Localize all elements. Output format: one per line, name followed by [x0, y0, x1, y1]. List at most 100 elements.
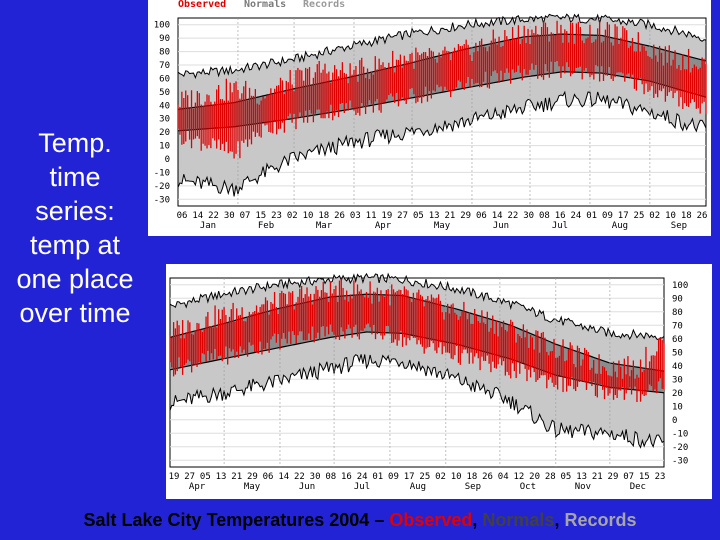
x-tick-label: 06 [177, 211, 188, 221]
x-tick-label: 10 [665, 211, 676, 221]
x-tick-label: 15 [639, 472, 650, 482]
month-label: Nov [575, 482, 591, 492]
x-tick-label: 21 [592, 472, 603, 482]
y-tick-label: 90 [672, 294, 683, 304]
bottom-chart-panel: 100 90 80 70 60 50 40 30 20 10 0 -10 -20 -30 19 27 05 13 2… [166, 264, 712, 499]
x-tick-label: 30 [224, 211, 235, 221]
month-label: Mar [316, 221, 333, 231]
x-tick-label: 13 [216, 472, 227, 482]
x-tick-label: 06 [263, 472, 274, 482]
normal-high-line [177, 33, 707, 110]
x-tick-label: 02 [649, 211, 660, 221]
y-tick-label: -20 [154, 182, 170, 192]
y-tick-label: 20 [159, 128, 170, 138]
x-tick-label: 08 [539, 211, 550, 221]
x-tick-label: 09 [388, 472, 399, 482]
month-label: Sep [671, 221, 687, 231]
y-tick-label: 70 [672, 321, 683, 331]
caption-records: Records [564, 510, 637, 530]
month-label: Jan [200, 221, 216, 231]
y-tick-label: 0 [672, 416, 677, 426]
x-tick-label: 22 [294, 472, 305, 482]
x-tick-label: 07 [623, 472, 634, 482]
x-tick-label: 26 [697, 211, 708, 221]
month-label: Oct [520, 482, 536, 492]
x-tick-label: 01 [586, 211, 597, 221]
x-tick-label: 19 [381, 211, 392, 221]
x-tick-label: 24 [571, 211, 582, 221]
side-title: Temp. time series: temp at one place ove… [16, 128, 134, 328]
y-tick-label: -10 [154, 168, 170, 178]
top-chart-panel: 100 90 80 70 60 50 40 30 20 10 0 -10 -20 -30 06 14 22 30 0… [148, 0, 711, 236]
x-tick-label: 10 [303, 211, 314, 221]
y-tick-label: 0 [165, 155, 170, 165]
normal-low-line [177, 71, 707, 132]
month-label: Dec [630, 482, 646, 492]
month-label: Jun [493, 221, 509, 231]
x-tick-label: 25 [419, 472, 430, 482]
y-tick-label: 40 [159, 101, 170, 111]
x-tick-label: 11 [366, 211, 377, 221]
normals-band [170, 294, 664, 393]
x-tick-label: 08 [325, 472, 336, 482]
x-tick-label: 02 [435, 472, 446, 482]
y-tick-label: 20 [672, 389, 683, 399]
x-tick-label: 15 [255, 211, 266, 221]
month-label: Apr [189, 482, 206, 492]
x-tick-label: 26 [334, 211, 345, 221]
month-label: Jul [354, 482, 370, 492]
x-tick-label: 07 [240, 211, 251, 221]
caption-normals: Normals [482, 510, 555, 530]
x-tick-label: 13 [429, 211, 440, 221]
month-label: Feb [258, 221, 274, 231]
y-tick-label: 30 [672, 375, 683, 385]
month-label: Aug [612, 221, 628, 231]
y-tick-label: 80 [672, 308, 683, 318]
x-tick-label: 30 [310, 472, 321, 482]
caption-prefix: Salt Lake City Temperatures 2004 – [83, 510, 390, 530]
legend-item: Observed [178, 0, 226, 10]
x-tick-label: 05 [200, 472, 211, 482]
legend-item: Records [303, 0, 345, 10]
x-tick-label: 02 [287, 211, 298, 221]
caption-observed: Observed [389, 510, 473, 530]
x-tick-label: 14 [278, 472, 289, 482]
x-tick-label: 21 [444, 211, 455, 221]
x-tick-label: 14 [492, 211, 503, 221]
y-tick-label: -10 [672, 429, 688, 439]
month-label: Aug [410, 482, 426, 492]
chart-caption: Salt Lake City Temperatures 2004 – Obser… [0, 510, 720, 531]
x-tick-label: 26 [482, 472, 493, 482]
y-tick-label: 100 [672, 281, 688, 291]
month-label: Sep [465, 482, 481, 492]
x-tick-label: 18 [466, 472, 477, 482]
x-tick-label: 30 [523, 211, 534, 221]
x-tick-label: 25 [634, 211, 645, 221]
y-tick-label: 70 [159, 61, 170, 71]
y-tick-label: 10 [672, 402, 683, 412]
month-label: May [244, 482, 261, 492]
y-tick-label: 80 [159, 48, 170, 58]
x-tick-label: 22 [507, 211, 518, 221]
x-tick-label: 29 [247, 472, 258, 482]
y-tick-label: 30 [159, 115, 170, 125]
x-tick-label: 16 [555, 211, 566, 221]
x-tick-label: 29 [608, 472, 619, 482]
x-tick-label: 12 [513, 472, 524, 482]
y-tick-label: 50 [159, 88, 170, 98]
x-tick-label: 04 [498, 472, 509, 482]
x-tick-label: 19 [169, 472, 180, 482]
x-tick-label: 23 [271, 211, 282, 221]
x-tick-label: 22 [208, 211, 219, 221]
x-tick-label: 18 [681, 211, 692, 221]
caption-sep-1: , [472, 510, 483, 530]
x-tick-label: 05 [413, 211, 424, 221]
legend-item: Normals [244, 0, 286, 10]
x-tick-label: 24 [357, 472, 368, 482]
month-label: May [434, 221, 451, 231]
y-tick-label: 50 [672, 348, 683, 358]
x-tick-label: 09 [602, 211, 613, 221]
y-tick-label: 60 [159, 74, 170, 84]
